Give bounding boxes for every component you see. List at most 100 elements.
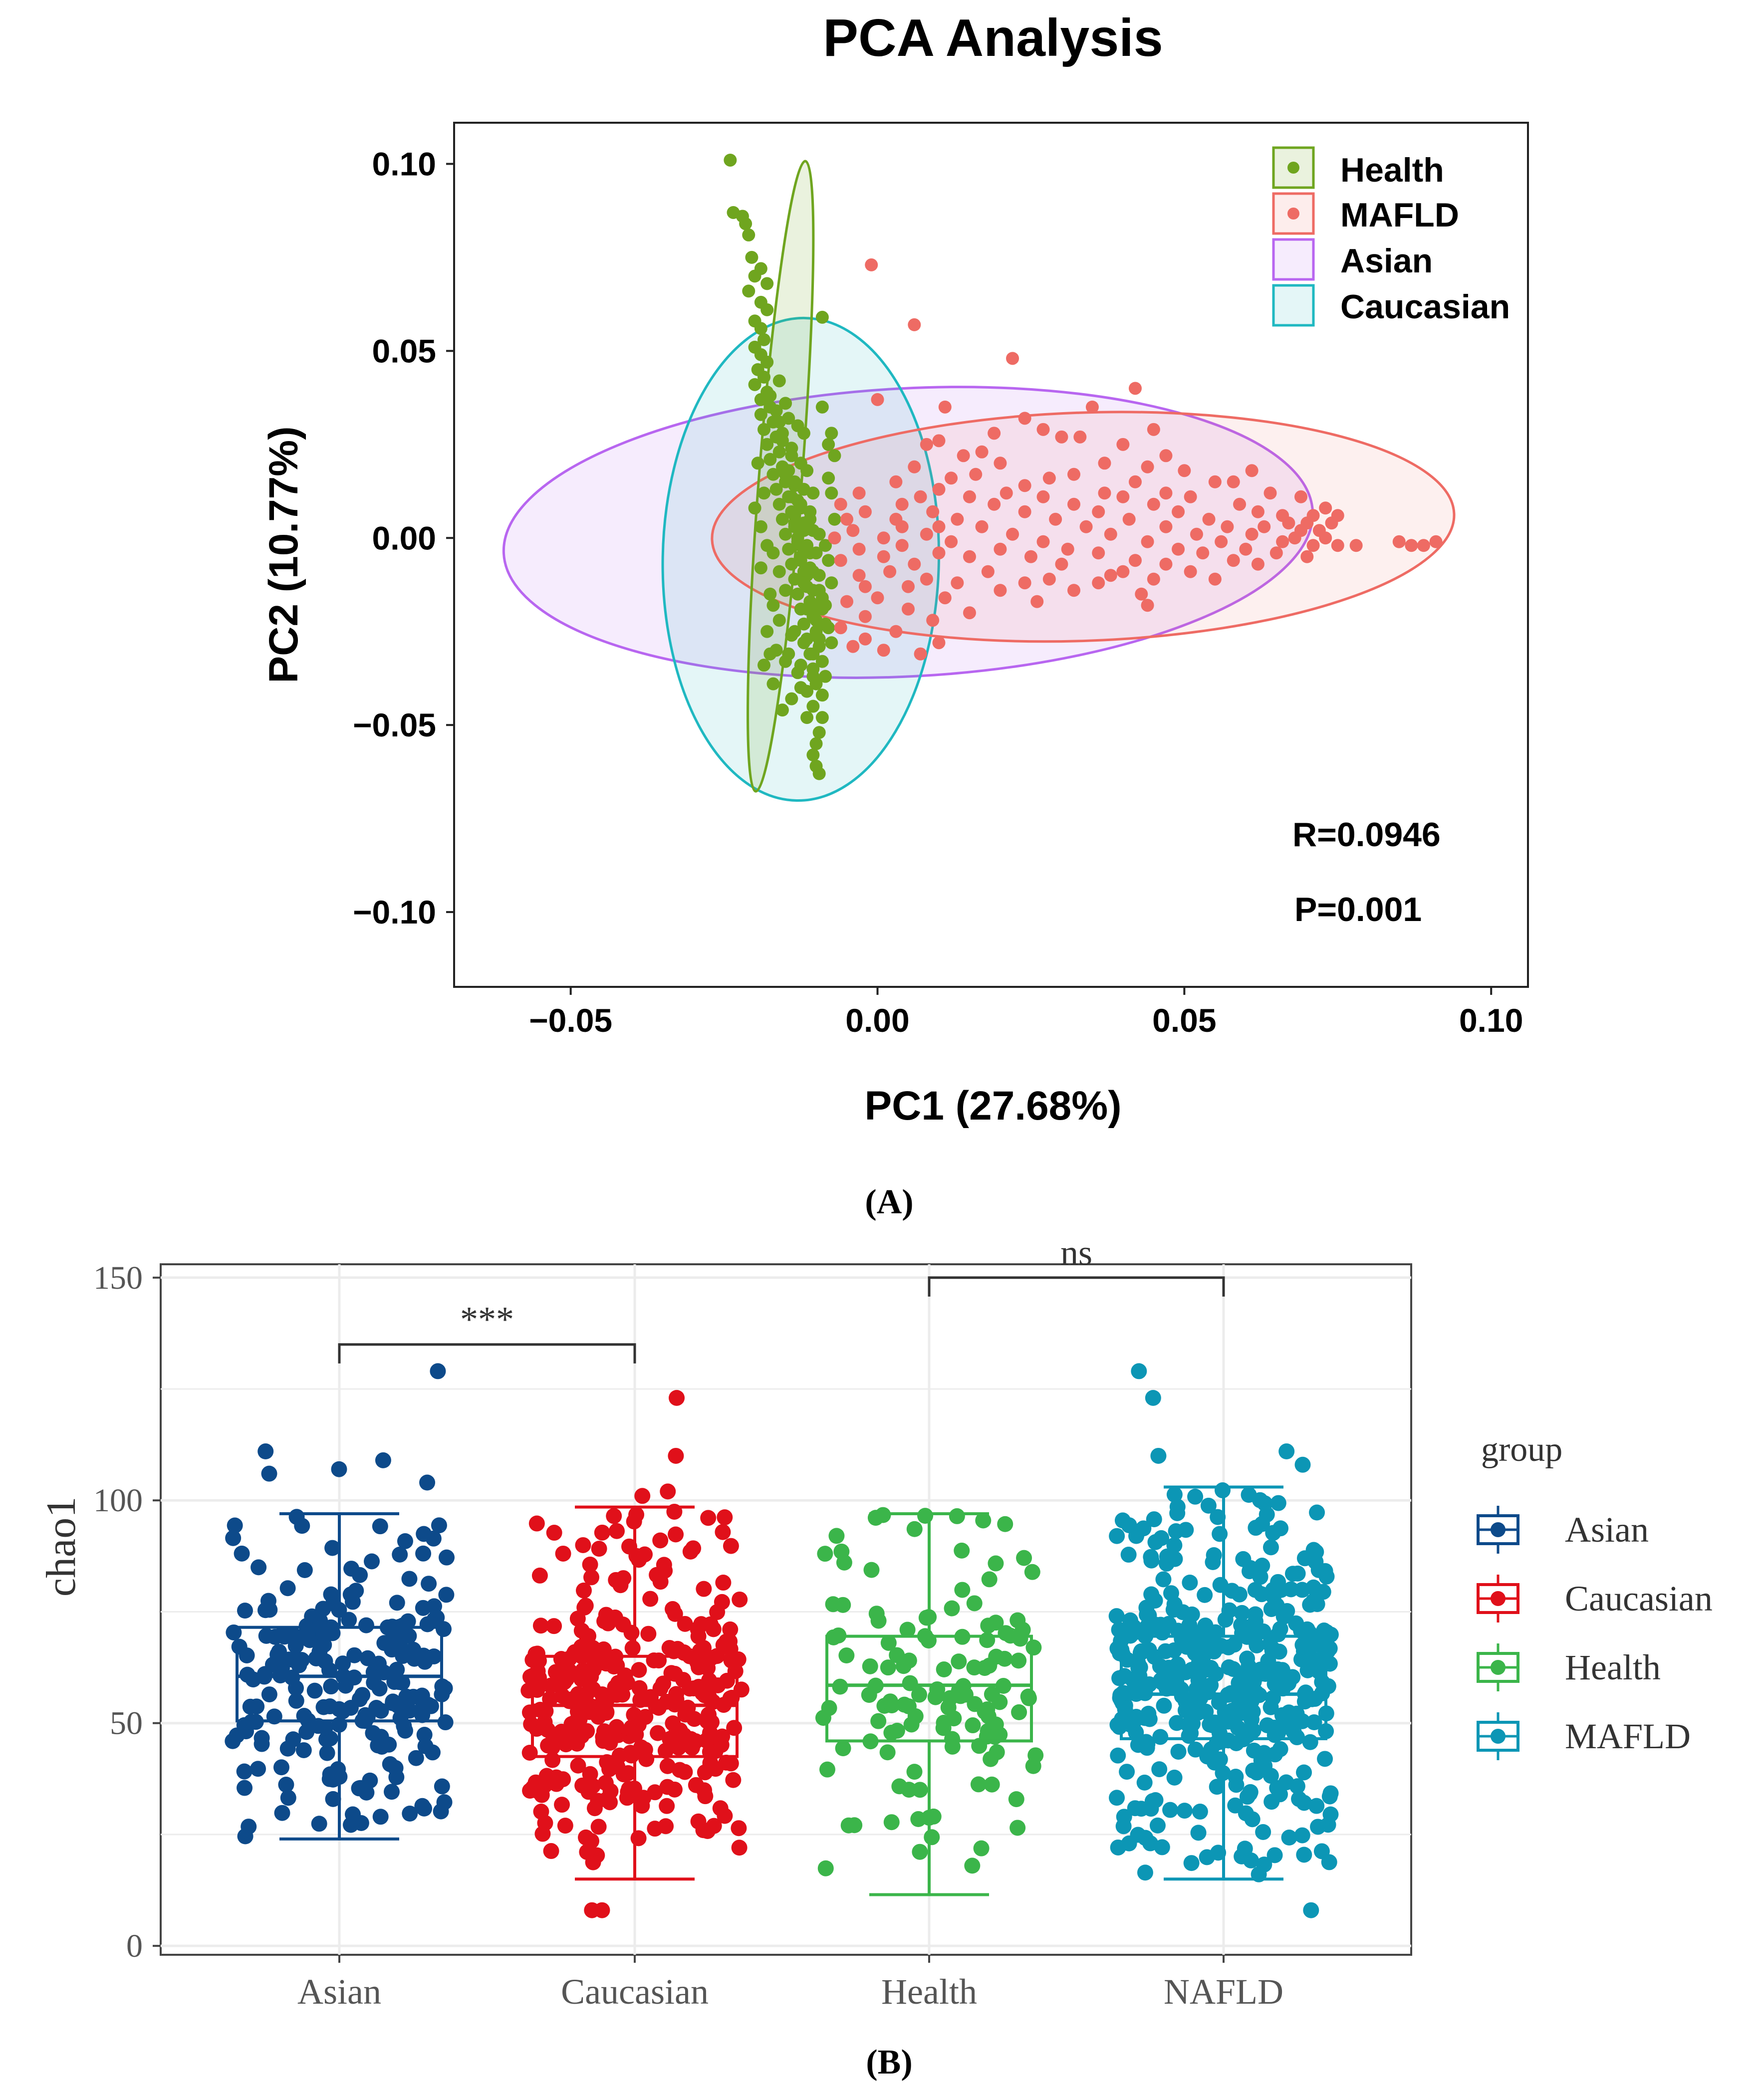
x-tick-label: 0.00 [845, 1002, 909, 1039]
data-point-caucasian [586, 1655, 603, 1672]
point-mafld [834, 554, 847, 567]
point-mafld [871, 591, 884, 605]
data-point-nafld [1227, 1797, 1244, 1814]
data-point-asian [374, 1738, 390, 1755]
data-point-caucasian [634, 1798, 650, 1814]
data-point-nafld [1169, 1715, 1185, 1731]
data-point-caucasian [677, 1764, 693, 1780]
data-point-asian [389, 1595, 405, 1611]
data-point-nafld [1242, 1560, 1259, 1576]
point-health [815, 400, 829, 414]
y-tick-label: 50 [110, 1705, 143, 1742]
data-point-nafld [1231, 1675, 1247, 1691]
legend-label-mafld: MAFLD [1340, 196, 1459, 234]
data-point-caucasian [624, 1640, 641, 1656]
data-point-caucasian [713, 1737, 730, 1753]
data-point-nafld [1244, 1711, 1260, 1728]
point-mafld [901, 602, 915, 616]
point-mafld [994, 457, 1007, 470]
point-mafld [988, 497, 1001, 511]
data-point-caucasian [630, 1830, 647, 1847]
data-point-asian [325, 1791, 341, 1807]
data-point-nafld [1187, 1488, 1204, 1505]
outlier-point-nafld [1294, 1456, 1311, 1473]
data-point-caucasian [532, 1618, 549, 1634]
point-health [785, 442, 798, 455]
point-health [791, 587, 804, 601]
point-mafld [1405, 539, 1418, 552]
legend-dot-health [1287, 162, 1299, 174]
data-point-caucasian [637, 1741, 653, 1758]
point-mafld [1067, 584, 1081, 597]
data-point-caucasian [651, 1699, 667, 1716]
data-point-asian [392, 1546, 408, 1563]
data-point-asian [416, 1526, 432, 1542]
point-health [782, 542, 795, 556]
legend-dot [1491, 1729, 1506, 1744]
point-mafld [1251, 557, 1264, 571]
data-point-caucasian [606, 1508, 622, 1524]
data-point-health [966, 1595, 983, 1612]
point-mafld [1042, 572, 1056, 586]
data-point-asian [253, 1730, 270, 1746]
data-point-health [979, 1632, 996, 1648]
data-point-asian [383, 1784, 400, 1800]
data-point-asian [335, 1655, 351, 1672]
data-point-nafld [1190, 1825, 1207, 1841]
outlier-point-asian [331, 1461, 347, 1477]
data-point-nafld [1130, 1660, 1147, 1676]
data-point-asian [258, 1627, 274, 1644]
pca-x-axis: −0.05 0.00 0.05 0.10 [529, 987, 1523, 1039]
data-point-caucasian [536, 1714, 553, 1730]
data-point-asian [384, 1622, 400, 1639]
data-point-health [988, 1648, 1005, 1665]
point-mafld [1141, 535, 1154, 548]
outlier-point-nafld [1145, 1390, 1161, 1406]
data-point-asian [322, 1698, 338, 1715]
data-point-caucasian [700, 1677, 716, 1693]
data-point-nafld [1217, 1612, 1234, 1628]
point-mafld [895, 539, 909, 552]
data-point-nafld [1228, 1769, 1244, 1785]
data-point-asian [351, 1691, 368, 1707]
box-legend-item-caucasian: Caucasian [1477, 1575, 1713, 1622]
point-health [797, 576, 810, 590]
point-mafld [852, 486, 866, 500]
data-point-nafld [1139, 1740, 1155, 1756]
data-point-asian [321, 1662, 337, 1678]
data-point-nafld [1213, 1637, 1230, 1654]
point-mafld [1233, 497, 1247, 511]
point-mafld [994, 584, 1007, 597]
point-mafld [852, 569, 866, 582]
data-point-asian [288, 1692, 304, 1709]
data-point-nafld [1168, 1523, 1184, 1540]
point-mafld [1018, 479, 1031, 492]
data-point-caucasian [712, 1800, 729, 1817]
data-point-caucasian [718, 1754, 735, 1771]
y-tick-label: −0.05 [353, 706, 436, 743]
data-point-asian [405, 1641, 422, 1658]
data-point-nafld [1209, 1779, 1225, 1795]
point-health [788, 509, 801, 522]
data-point-asian [285, 1627, 301, 1643]
point-mafld [963, 550, 976, 563]
data-point-caucasian [528, 1515, 545, 1532]
point-health [815, 591, 829, 605]
point-mafld [1245, 527, 1259, 541]
data-point-health [828, 1528, 845, 1544]
data-point-nafld [1273, 1582, 1289, 1598]
point-health [806, 647, 820, 661]
data-point-caucasian [722, 1621, 739, 1637]
data-point-health [815, 1710, 831, 1726]
outlier-point-nafld [1303, 1902, 1319, 1918]
data-point-health [883, 1814, 900, 1831]
point-health [751, 457, 764, 470]
point-mafld [1067, 467, 1081, 481]
point-mafld [1251, 505, 1264, 518]
point-health [772, 565, 786, 578]
point-mafld [1319, 531, 1332, 545]
data-point-health [997, 1516, 1013, 1532]
data-point-nafld [1266, 1719, 1282, 1736]
point-mafld [1282, 516, 1295, 530]
box-asian [236, 1512, 443, 1841]
